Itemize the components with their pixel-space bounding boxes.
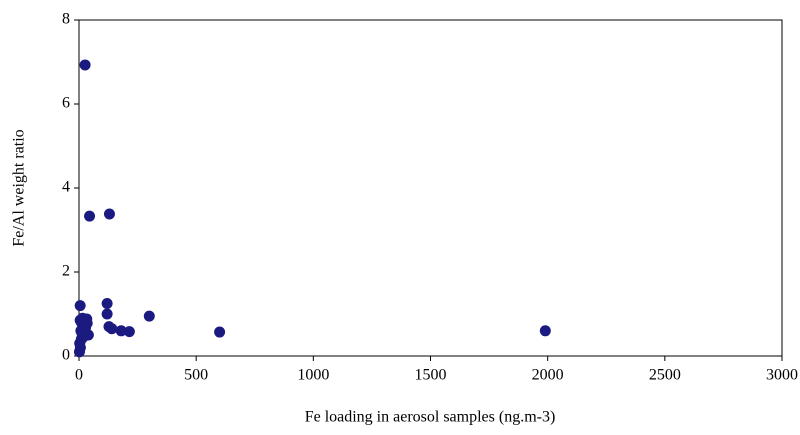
y-tick-label: 2 [62, 263, 70, 280]
point [101, 308, 113, 320]
point [539, 325, 551, 337]
point [106, 323, 118, 335]
point [77, 312, 89, 324]
y-tick-label: 8 [62, 11, 70, 28]
point [214, 326, 226, 338]
point [80, 321, 92, 333]
x-tick-label: 1500 [415, 367, 447, 384]
point [103, 208, 115, 220]
x-tick-label: 500 [184, 367, 208, 384]
point [101, 298, 113, 309]
point [115, 325, 127, 337]
point [79, 59, 91, 71]
point [143, 310, 155, 322]
x-tick-label: 2500 [649, 367, 681, 384]
x-tick-label: 0 [75, 367, 83, 384]
y-axis-label: Fe/Al weight ratio [11, 129, 28, 246]
point [123, 326, 135, 338]
point [73, 346, 85, 358]
x-tick-label: 1000 [297, 367, 329, 384]
point [75, 333, 87, 345]
x-tick-label: 3000 [766, 367, 798, 384]
y-tick-label: 4 [62, 179, 70, 196]
point [84, 210, 96, 222]
x-axis-label: Fe loading in aerosol samples (ng.m-3) [305, 409, 556, 426]
y-tick-label: 6 [62, 95, 70, 112]
x-tick-label: 2000 [532, 367, 564, 384]
y-tick-label: 0 [62, 347, 70, 364]
point [74, 300, 86, 312]
plot-frame [78, 19, 783, 357]
